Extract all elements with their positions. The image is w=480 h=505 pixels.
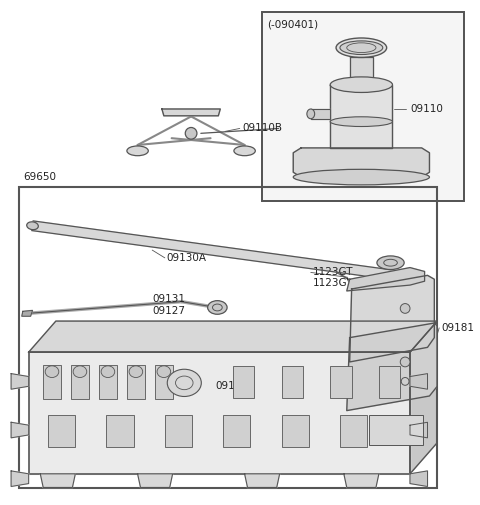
Bar bbox=[107, 416, 134, 446]
Ellipse shape bbox=[27, 222, 38, 230]
Text: (-090401): (-090401) bbox=[267, 19, 318, 29]
Text: 69650: 69650 bbox=[23, 172, 56, 182]
Bar bbox=[127, 365, 144, 399]
Polygon shape bbox=[29, 352, 410, 474]
Polygon shape bbox=[410, 422, 428, 438]
Polygon shape bbox=[349, 58, 373, 85]
Polygon shape bbox=[22, 311, 33, 316]
Ellipse shape bbox=[73, 366, 87, 378]
Polygon shape bbox=[162, 109, 220, 116]
Text: 09110B: 09110B bbox=[243, 123, 283, 133]
Polygon shape bbox=[344, 474, 379, 487]
Polygon shape bbox=[347, 268, 425, 291]
Ellipse shape bbox=[45, 366, 59, 378]
Ellipse shape bbox=[234, 146, 255, 156]
Bar bbox=[165, 416, 192, 446]
Ellipse shape bbox=[157, 366, 171, 378]
Bar bbox=[19, 187, 437, 488]
Polygon shape bbox=[245, 474, 280, 487]
Bar bbox=[43, 365, 61, 399]
Bar bbox=[99, 365, 117, 399]
Ellipse shape bbox=[208, 300, 227, 314]
Text: 09181: 09181 bbox=[441, 323, 474, 333]
Polygon shape bbox=[410, 471, 428, 486]
Polygon shape bbox=[29, 321, 437, 352]
Bar bbox=[282, 416, 309, 446]
Text: 1123GV: 1123GV bbox=[312, 278, 354, 288]
Polygon shape bbox=[293, 148, 430, 177]
Ellipse shape bbox=[336, 38, 387, 58]
Bar bbox=[48, 416, 75, 446]
Bar bbox=[262, 12, 464, 201]
Bar bbox=[262, 12, 464, 201]
Polygon shape bbox=[410, 374, 428, 389]
Polygon shape bbox=[410, 321, 437, 474]
Ellipse shape bbox=[293, 169, 430, 185]
Ellipse shape bbox=[340, 41, 383, 55]
Bar bbox=[282, 366, 303, 398]
Polygon shape bbox=[11, 374, 29, 389]
Bar bbox=[340, 416, 367, 446]
Polygon shape bbox=[11, 471, 29, 486]
Bar bbox=[71, 365, 89, 399]
Polygon shape bbox=[330, 85, 393, 148]
Ellipse shape bbox=[377, 256, 404, 270]
Text: 1123GT: 1123GT bbox=[312, 268, 353, 277]
Bar bbox=[379, 366, 400, 398]
Polygon shape bbox=[40, 474, 75, 487]
Bar bbox=[155, 365, 173, 399]
Text: 09110: 09110 bbox=[410, 104, 443, 114]
Text: 09127: 09127 bbox=[152, 307, 185, 316]
Ellipse shape bbox=[101, 366, 115, 378]
Polygon shape bbox=[32, 221, 411, 282]
Polygon shape bbox=[138, 474, 173, 487]
Polygon shape bbox=[349, 275, 434, 362]
Circle shape bbox=[185, 127, 197, 139]
Ellipse shape bbox=[129, 366, 143, 378]
Polygon shape bbox=[311, 109, 330, 119]
Bar bbox=[223, 416, 251, 446]
Polygon shape bbox=[347, 323, 437, 411]
Ellipse shape bbox=[127, 146, 148, 156]
Bar bbox=[330, 366, 352, 398]
Bar bbox=[233, 366, 254, 398]
Text: 09130A: 09130A bbox=[167, 253, 207, 263]
Bar bbox=[369, 416, 423, 444]
Circle shape bbox=[400, 357, 410, 367]
Polygon shape bbox=[11, 422, 29, 438]
Ellipse shape bbox=[167, 369, 201, 396]
Circle shape bbox=[400, 304, 410, 313]
Ellipse shape bbox=[307, 109, 315, 119]
Ellipse shape bbox=[330, 117, 393, 127]
Text: 09131: 09131 bbox=[152, 294, 185, 304]
Ellipse shape bbox=[330, 77, 393, 92]
Text: 09129: 09129 bbox=[216, 381, 249, 391]
